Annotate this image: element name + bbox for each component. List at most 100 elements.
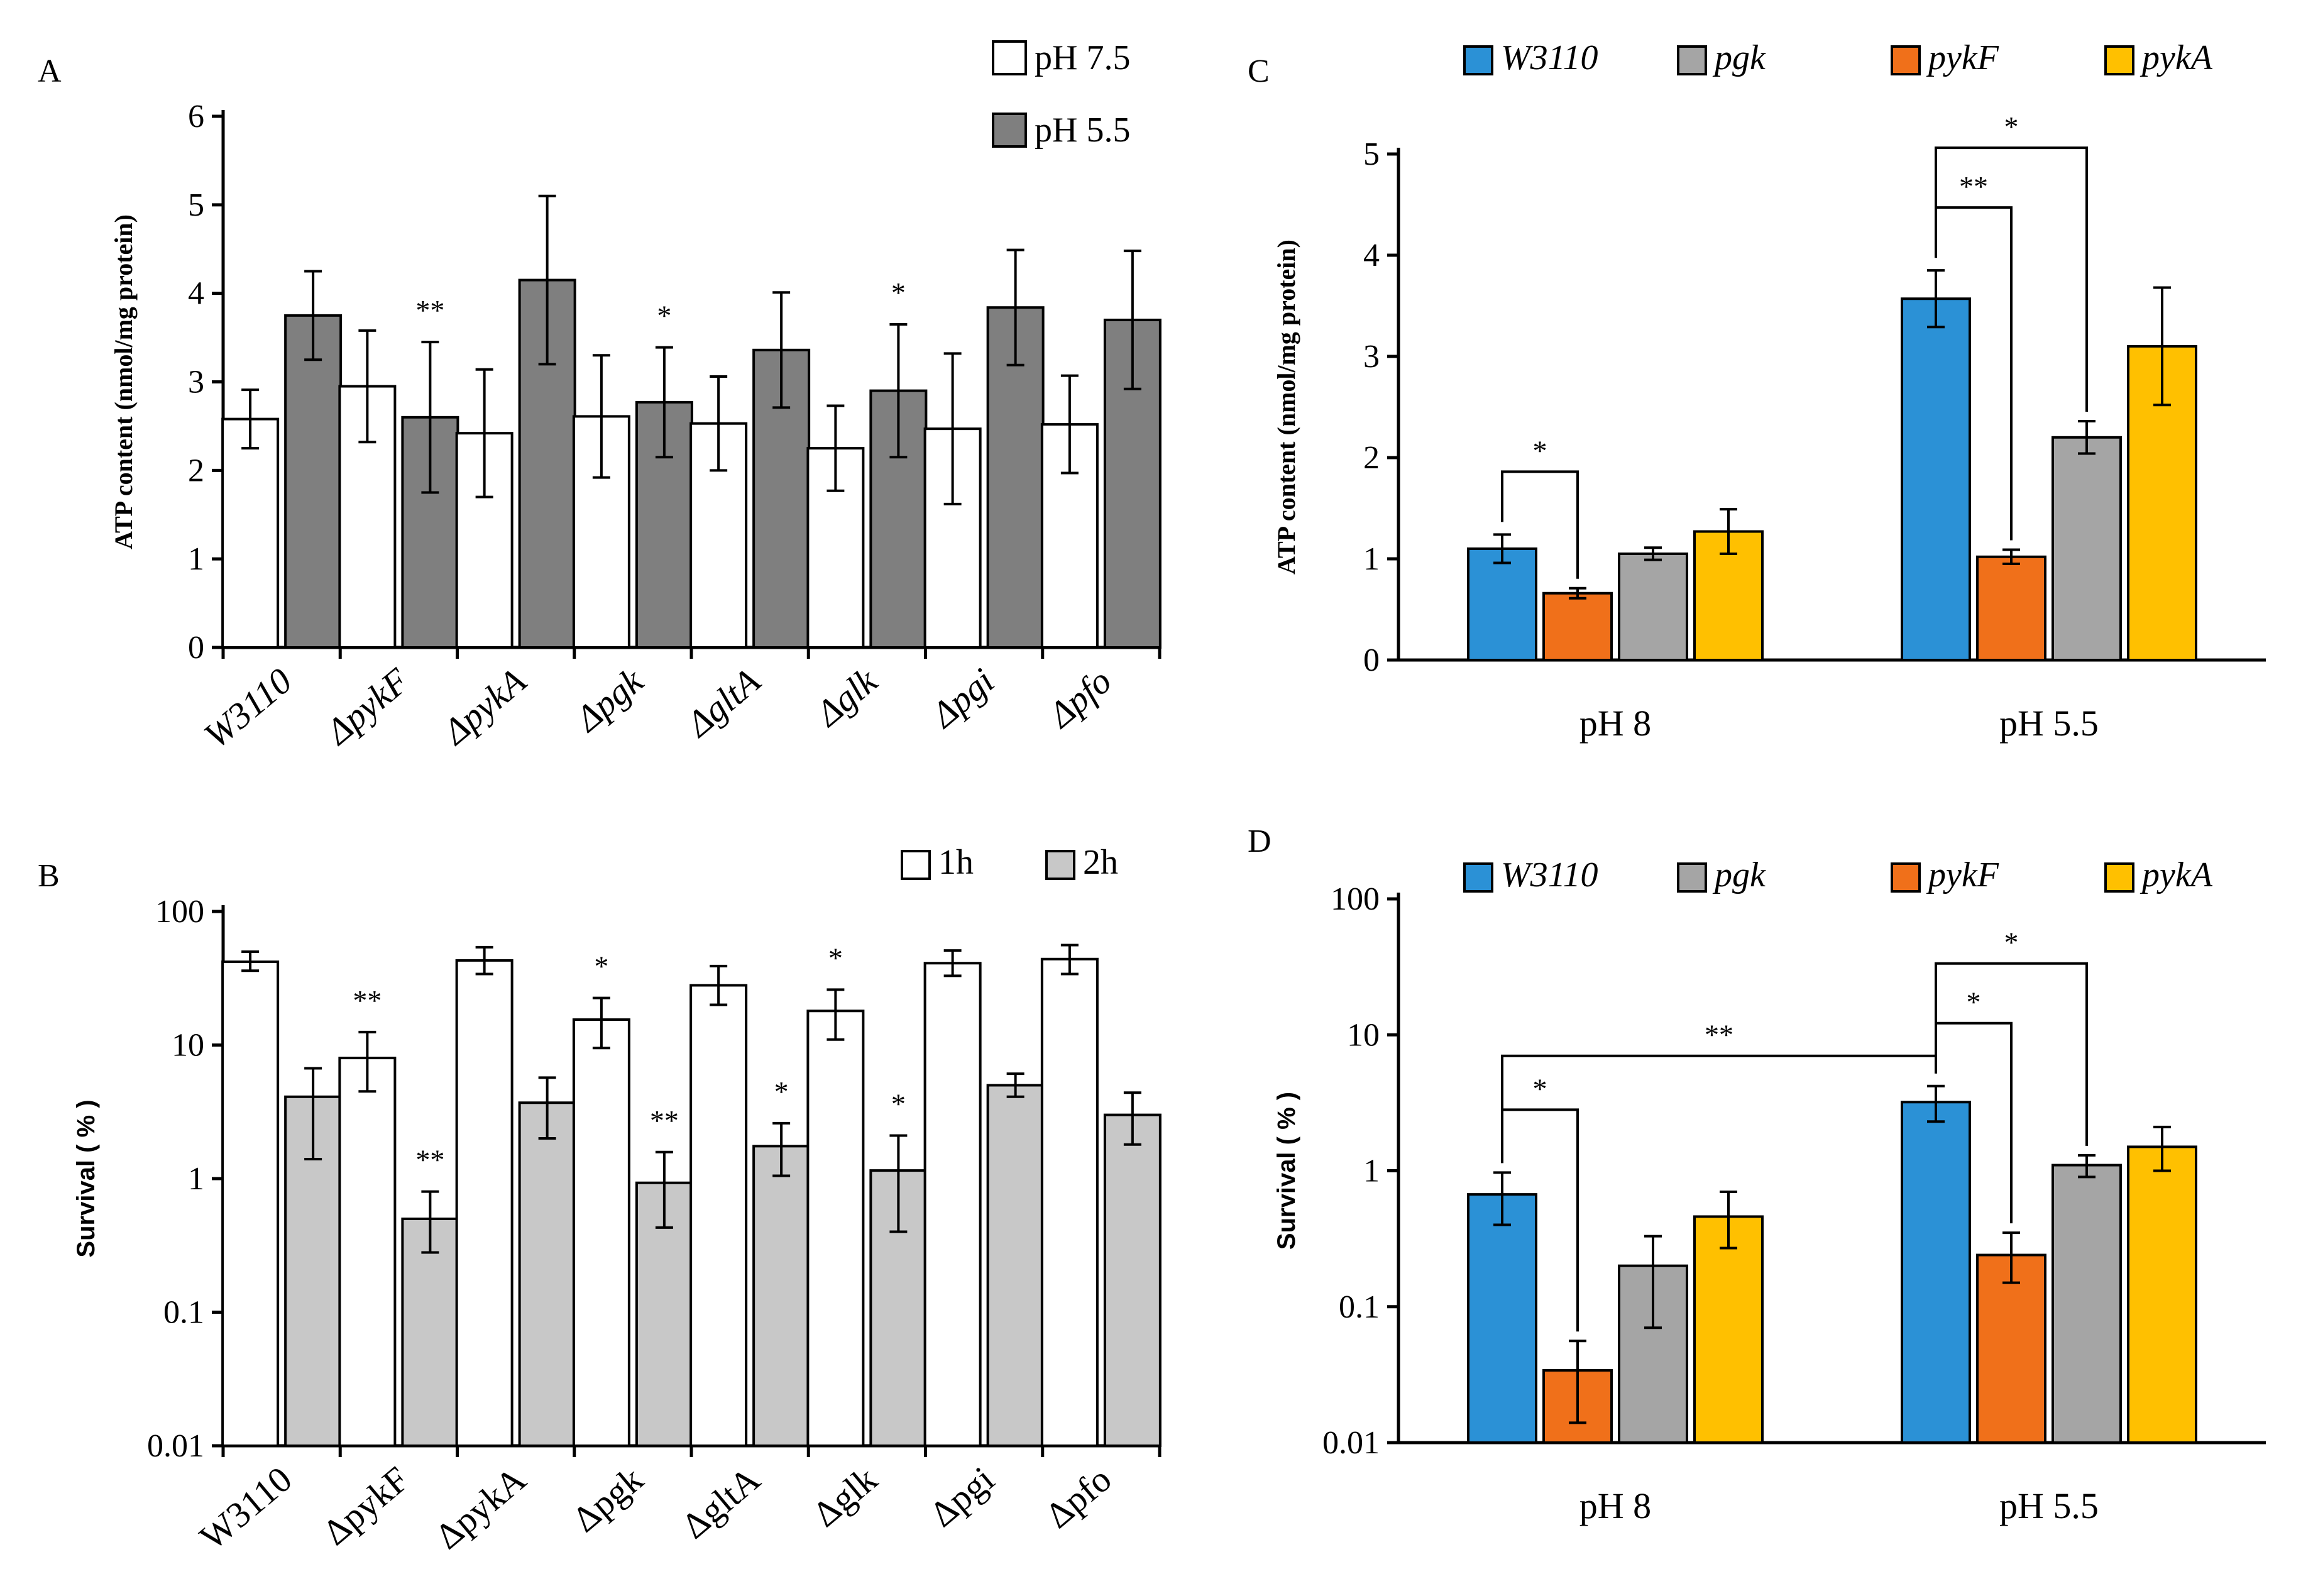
y-axis-title: Survival ( % ) (72, 1099, 100, 1257)
bar-1h (338, 1057, 397, 1447)
bar-pykf (1976, 1253, 2046, 1444)
legend-label: W3110 (1501, 38, 1598, 77)
legend-swatch (1045, 850, 1075, 880)
panel-letter: B (38, 858, 60, 894)
bar-2h (986, 1084, 1045, 1447)
y-tick-label: 5 (188, 187, 204, 223)
significance-label: * (2004, 927, 2019, 959)
legend: W3110 pgk pykF pykA (1463, 856, 2213, 894)
x-label-group: ΔgltA (678, 660, 768, 745)
bar-w3110 (1901, 1101, 1971, 1445)
y-tick-label: 0 (1363, 642, 1380, 678)
panel-letter: D (1248, 823, 1272, 859)
x-label-group: ΔpykF (317, 660, 417, 753)
significance-label: * (657, 300, 671, 332)
x-label-group: W3110 (196, 660, 299, 756)
significance-label: * (891, 277, 906, 309)
bar-pgk (2052, 1164, 2122, 1444)
x-tick-label: Δglk (807, 659, 886, 734)
significance-label: ** (353, 984, 382, 1016)
x-tick-label: ΔgltA (678, 660, 768, 745)
y-tick-label: 1 (1363, 541, 1380, 577)
bar-w3110 (1901, 297, 1971, 662)
x-tick-label: Δpgi (923, 660, 1002, 736)
x-label-group: Δpgi (922, 1458, 1002, 1534)
y-tick-label: 0 (188, 630, 204, 666)
x-tick-label: ΔpykF (317, 660, 417, 753)
legend-label: pykF (1926, 856, 1999, 894)
x-label-group: Δpgk (567, 659, 652, 740)
legend-label: 2h (1083, 843, 1118, 882)
significance-label: ** (1959, 170, 1988, 202)
bar-ph-7.5 (221, 417, 280, 649)
bar-1h (455, 959, 514, 1447)
y-tick-label: 2 (1363, 440, 1380, 476)
x-tick-label: pH 5.5 (1999, 1485, 2099, 1526)
y-tick-label: 100 (1331, 881, 1380, 917)
significance-label: * (1533, 1072, 1547, 1104)
y-tick-label: 0.01 (1322, 1425, 1380, 1461)
x-tick-label: Δpfo (1040, 660, 1119, 736)
x-tick-label: pH 8 (1579, 703, 1651, 744)
y-tick-label: 0.01 (147, 1428, 204, 1464)
x-tick-label: Δpgk (564, 1458, 651, 1540)
x-tick-label: ΔgltA (674, 1458, 767, 1546)
significance-label: ** (415, 294, 444, 326)
y-tick-label: 10 (172, 1028, 204, 1064)
y-axis-title-group: Survival ( % ) (72, 1099, 100, 1257)
x-label-group: Δpfo (1040, 660, 1119, 736)
legend-swatch (1463, 862, 1493, 893)
bar-2h (752, 1145, 811, 1447)
bar-1h (806, 1010, 865, 1448)
bar-ph-5.5 (284, 314, 343, 649)
y-tick-label: 100 (155, 894, 204, 930)
legend-label: pgk (1712, 38, 1766, 77)
y-tick-label: 4 (188, 276, 204, 312)
legend-swatch (2104, 862, 2134, 893)
significance-bracket (1935, 962, 2088, 1146)
bar-1h (923, 962, 982, 1447)
y-tick-label: 1 (188, 541, 204, 577)
significance-label: * (828, 942, 843, 974)
legend-label: 1h (938, 843, 974, 882)
bar-pgk (1618, 552, 1688, 662)
legend-label: pykA (2139, 856, 2213, 894)
x-label-group: Δglk (807, 659, 886, 734)
y-axis-title: ATP content (nmol/mg protein) (1272, 239, 1300, 575)
bar-2h (1103, 1113, 1162, 1447)
legend: pH 7.5 pH 5.5 (992, 38, 1130, 150)
x-tick-label: Δpfo (1038, 1458, 1119, 1536)
y-tick-label: 1 (1363, 1153, 1380, 1189)
y-tick-label: 3 (188, 365, 204, 400)
y-tick-label: 4 (1363, 238, 1380, 273)
panel-letter: C (1248, 53, 1270, 89)
x-tick-label: pH 8 (1579, 1485, 1651, 1526)
legend-label: pH 7.5 (1035, 38, 1130, 77)
bar-pykf (1976, 555, 2046, 662)
bar-1h (1040, 957, 1099, 1448)
legend: 1h 2h (901, 843, 1118, 882)
legend-swatch (1677, 45, 1707, 75)
bar-1h (689, 984, 748, 1447)
legend-swatch (1677, 862, 1707, 893)
y-tick-label: 5 (1363, 136, 1380, 172)
y-tick-label: 2 (188, 453, 204, 488)
bar-1h (221, 960, 280, 1448)
x-label-group: ΔpykA (427, 1458, 534, 1557)
x-tick-label: W3110 (196, 660, 299, 756)
significance-label: * (1967, 986, 1981, 1018)
y-axis-title-group: ATP content (nmol/mg protein) (1272, 239, 1300, 575)
x-label-group: ΔpykA (434, 660, 534, 753)
x-label-group: Δglk (805, 1458, 885, 1534)
panel-a: A 0 1 2 3 4 5 6 ATP content (nmol/mg protein) W31… (38, 38, 1162, 756)
legend-swatch (1891, 862, 1921, 893)
significance-bracket (1501, 470, 1579, 579)
x-label-group: Δpfo (1038, 1458, 1119, 1536)
significance-label: ** (650, 1104, 679, 1136)
y-axis-title-group: Survival ( % ) (1273, 1092, 1300, 1250)
bar-2h (518, 1101, 576, 1447)
bar-w3110 (1467, 547, 1537, 662)
significance-label: * (1533, 434, 1547, 466)
significance-label: * (891, 1088, 906, 1120)
significance-label: * (2004, 111, 2019, 143)
